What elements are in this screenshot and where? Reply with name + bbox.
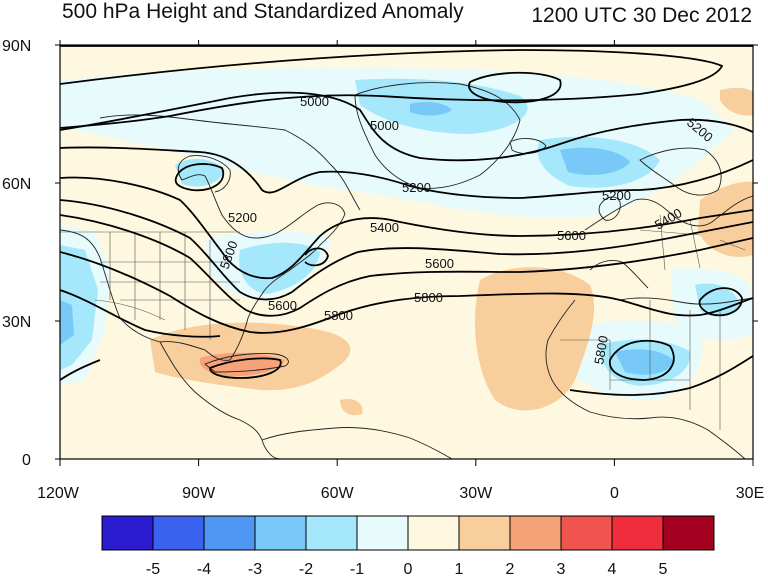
contour-closed-low-hudson	[174, 163, 225, 192]
contour-africa-south	[569, 355, 753, 396]
colorbar-label: -1	[350, 561, 364, 577]
colorbar-swatch	[611, 515, 664, 551]
coast-central-america	[159, 341, 281, 459]
coastlines	[60, 82, 753, 459]
map-frame	[59, 44, 754, 460]
contour-5800	[60, 251, 753, 334]
colorbar-swatch	[203, 515, 256, 551]
anomaly-neg3-greenland	[560, 147, 630, 175]
lon-label-30e: 30E	[736, 485, 764, 502]
contour-label: 5800	[591, 334, 611, 365]
contour-5400	[60, 176, 753, 280]
lat-label-30n: 30N	[2, 314, 31, 331]
colorbar-label: -4	[197, 561, 211, 577]
anomaly-neg2-east	[695, 283, 740, 317]
contour-caribbean	[209, 357, 282, 379]
coast-north-america	[60, 174, 346, 361]
colorbar-label: 0	[404, 561, 413, 577]
colorbar-swatch	[356, 515, 409, 551]
lon-label-0: 0	[610, 485, 619, 502]
contour-label: 5000	[370, 118, 399, 133]
coast-africa	[545, 299, 746, 459]
coast-mediterranean	[619, 297, 753, 305]
map-area	[60, 45, 753, 459]
colorbar-swatch	[305, 515, 358, 551]
lat-axis: 90N 60N 30N 0	[2, 38, 758, 469]
contour-label: 5200	[602, 188, 631, 203]
contour-label: 5800	[414, 290, 443, 305]
colorbar-label: 4	[608, 561, 617, 577]
contour-5000-west	[60, 91, 753, 162]
border-us-mexico	[94, 299, 166, 321]
coast-iberia	[589, 259, 649, 289]
height-contours	[60, 45, 753, 396]
anomaly-pos1-southatlantic	[340, 398, 363, 416]
anomaly-neg2-eastus	[239, 242, 320, 294]
lon-label-30w: 30W	[459, 485, 493, 502]
colorbar-label: -2	[299, 561, 313, 577]
coast-scandinavia	[639, 147, 722, 196]
contour-label: 5600	[268, 298, 297, 313]
anomaly-pos1-europe	[698, 181, 753, 258]
colorbar-swatch	[458, 515, 511, 551]
colorbar-swatch	[101, 515, 154, 551]
coast-greenland	[354, 82, 521, 189]
colorbar-label: -5	[146, 561, 160, 577]
contour-5400-lower	[60, 199, 753, 301]
coast-uk	[598, 196, 621, 221]
contour-closed-low-africa	[609, 339, 675, 381]
anomaly-neg2-westcoast	[60, 245, 98, 370]
lon-label-90w: 90W	[182, 485, 216, 502]
anomaly-neg3-arctic	[410, 102, 452, 116]
map-title: 500 hPa Height and Standardized Anomaly	[62, 0, 464, 23]
contour-5600	[60, 214, 753, 317]
anomaly-pos1-arcticeast	[720, 87, 753, 116]
anomaly-neg3-westcoast	[60, 300, 74, 345]
contour-label: 5000	[300, 94, 329, 109]
lon-axis: 120W 90W 60W 30W 0 30E	[37, 40, 764, 502]
valid-time: 1200 UTC 30 Dec 2012	[531, 4, 752, 27]
lat-label-90n: 90N	[2, 38, 31, 55]
anomaly-neg3-africa	[615, 349, 675, 375]
contour-label: 5200	[402, 180, 431, 195]
colorbar-swatch	[254, 515, 307, 551]
lat-label-60n: 60N	[2, 176, 31, 193]
colorbar-swatch	[560, 515, 613, 551]
coast-iceland	[509, 138, 547, 154]
contour-label: 5200	[228, 210, 257, 225]
contour-closed-low-east	[698, 287, 743, 317]
contour-5800-south	[60, 289, 221, 338]
contour-polar-outer	[60, 49, 724, 129]
coast-cuba	[204, 353, 289, 373]
coast-south-america	[261, 427, 453, 459]
contour-west-south	[60, 359, 101, 381]
colorbar-label: 3	[557, 561, 566, 577]
colorbar-swatch	[407, 515, 460, 551]
colorbar-label: 5	[659, 561, 668, 577]
border-us-states-1	[109, 232, 211, 340]
contour-label: 5800	[324, 308, 353, 323]
anomaly-pos1-atlantic	[475, 267, 595, 411]
lat-label-0: 0	[22, 452, 31, 469]
colorbar-label: 1	[455, 561, 464, 577]
lon-label-60w: 60W	[321, 485, 355, 502]
contour-label: 5600	[557, 228, 586, 243]
lon-label-120w: 120W	[37, 485, 80, 502]
coast-canada-arctic	[99, 114, 361, 211]
colorbar: -5 -4 -3 -2 -1 0 1 2 3 4 5	[101, 515, 715, 577]
coast-hudson-bay	[177, 155, 231, 193]
colorbar-swatch	[152, 515, 205, 551]
contour-label: 5600	[425, 256, 454, 271]
colorbar-label: 2	[506, 561, 515, 577]
contour-nyc-spiral	[304, 247, 329, 267]
colorbar-swatch	[662, 515, 715, 551]
contour-5200	[60, 146, 753, 199]
colorbar-label: -3	[248, 561, 262, 577]
border-us-states-2	[100, 261, 240, 301]
border-europe-1	[639, 214, 746, 271]
contour-closed-low-arctic	[468, 71, 562, 104]
contour-label: 5400	[370, 220, 399, 235]
colorbar-swatch	[509, 515, 562, 551]
